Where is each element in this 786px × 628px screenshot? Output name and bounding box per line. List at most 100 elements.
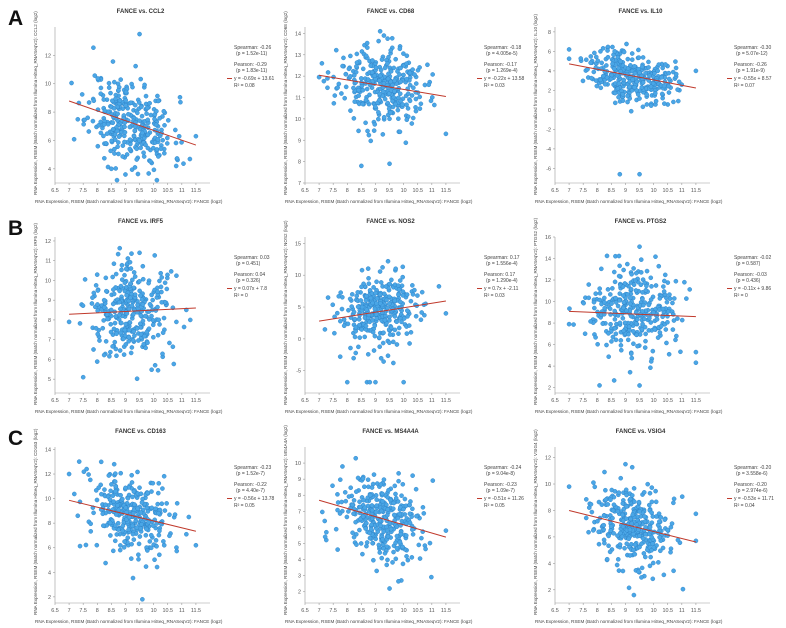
- data-point: [380, 536, 385, 542]
- data-point: [150, 317, 156, 323]
- x-axis-label: RNA Expression, RSEM (Batch normalized f…: [535, 409, 723, 414]
- data-point: [356, 128, 361, 134]
- data-point: [337, 511, 343, 516]
- correlation-stat: Pearson: -0.17: [484, 62, 517, 68]
- data-point: [118, 543, 123, 548]
- data-point: [610, 334, 616, 340]
- data-point: [394, 342, 400, 347]
- data-point: [387, 497, 393, 503]
- data-point: [150, 480, 156, 486]
- y-tick-label: 9: [298, 138, 301, 144]
- data-point: [566, 484, 572, 489]
- data-point: [117, 98, 123, 103]
- scatter-points: [66, 459, 199, 602]
- x-tick-label: 9.5: [636, 608, 644, 614]
- correlation-stat: Spearman: -0.24: [484, 465, 521, 471]
- data-point: [118, 330, 124, 336]
- data-point: [628, 351, 634, 356]
- data-point: [173, 163, 179, 169]
- data-point: [127, 124, 133, 130]
- y-tick-label: 12: [295, 74, 301, 80]
- y-tick-label: 4: [298, 558, 301, 564]
- data-point: [75, 116, 81, 122]
- data-point: [144, 526, 149, 532]
- data-point: [150, 297, 155, 303]
- regression-line: [568, 63, 697, 89]
- data-point: [581, 300, 586, 306]
- data-point: [104, 131, 110, 137]
- data-point: [640, 80, 646, 85]
- panel-fance-cd163: FANCE vs. CD163 6.5 7 7.5 8 8.5 9 9.5 10 10.5 11 11…: [30, 423, 280, 628]
- data-point: [684, 296, 689, 301]
- data-point: [405, 91, 411, 96]
- data-point: [116, 299, 122, 305]
- data-point: [155, 490, 161, 496]
- data-point: [377, 344, 383, 350]
- data-point: [388, 69, 394, 74]
- correlation-stat: Pearson: -0.23: [484, 482, 517, 488]
- data-point: [146, 519, 151, 525]
- data-point: [592, 305, 597, 311]
- scatter-chart-ms4a4a: FANCE vs. MS4A4A 6.5 7 7.5 8 8.5 9 9.5 10 10.5 11 1…: [283, 425, 524, 624]
- data-point: [95, 331, 101, 337]
- data-point: [605, 48, 610, 53]
- data-point: [665, 313, 670, 319]
- data-point: [396, 116, 401, 121]
- data-point: [599, 502, 605, 507]
- data-point: [112, 151, 117, 156]
- data-point: [369, 485, 375, 490]
- data-point: [660, 306, 666, 312]
- data-point: [624, 504, 629, 509]
- y-tick-label: 16: [545, 235, 551, 241]
- data-point: [66, 319, 72, 325]
- data-point: [123, 321, 129, 327]
- data-point: [610, 44, 615, 50]
- data-point: [102, 108, 108, 114]
- data-point: [94, 497, 100, 503]
- data-point: [154, 147, 160, 152]
- data-point: [409, 121, 415, 126]
- data-point: [322, 534, 328, 540]
- data-point: [98, 130, 104, 136]
- data-point: [675, 537, 681, 543]
- data-point: [385, 534, 391, 539]
- data-point: [91, 290, 97, 296]
- data-point: [647, 524, 653, 530]
- data-point: [132, 102, 138, 108]
- correlation-stat: (p = 4.005e-5): [486, 51, 518, 57]
- data-point: [373, 65, 379, 70]
- data-point: [376, 38, 381, 44]
- data-point: [356, 344, 361, 350]
- data-point: [71, 136, 77, 142]
- data-point: [617, 263, 622, 269]
- data-point: [353, 328, 359, 334]
- data-point: [631, 341, 636, 347]
- data-point: [76, 459, 82, 464]
- data-point: [117, 288, 122, 294]
- data-point: [637, 171, 642, 177]
- regression-equation: y = -0.11x + 9.86: [734, 286, 771, 292]
- data-point: [371, 472, 377, 477]
- data-point: [142, 333, 147, 339]
- data-point: [108, 329, 114, 335]
- data-point: [604, 253, 610, 259]
- panel-fance-cd68: FANCE vs. CD68 6.5 7 7.5 8 8.5 9 9.5 10 10.5 11 11.…: [280, 3, 530, 208]
- y-tick-label: 2: [548, 88, 551, 94]
- data-point: [121, 545, 127, 550]
- data-point: [407, 520, 413, 526]
- data-point: [630, 512, 636, 518]
- data-point: [144, 111, 149, 116]
- data-point: [659, 75, 664, 80]
- y-tick-label: 8: [548, 30, 551, 36]
- data-point: [119, 277, 125, 282]
- data-point: [155, 289, 160, 295]
- x-tick-label: 10.5: [662, 188, 673, 194]
- data-point: [369, 70, 375, 75]
- data-point: [140, 263, 146, 269]
- data-point: [347, 296, 353, 302]
- data-point: [653, 488, 658, 494]
- x-axis-label: RNA Expression, RSEM (Batch normalized f…: [35, 199, 223, 204]
- y-tick-label: 12: [545, 456, 551, 462]
- data-point: [142, 313, 148, 319]
- data-point: [152, 253, 158, 258]
